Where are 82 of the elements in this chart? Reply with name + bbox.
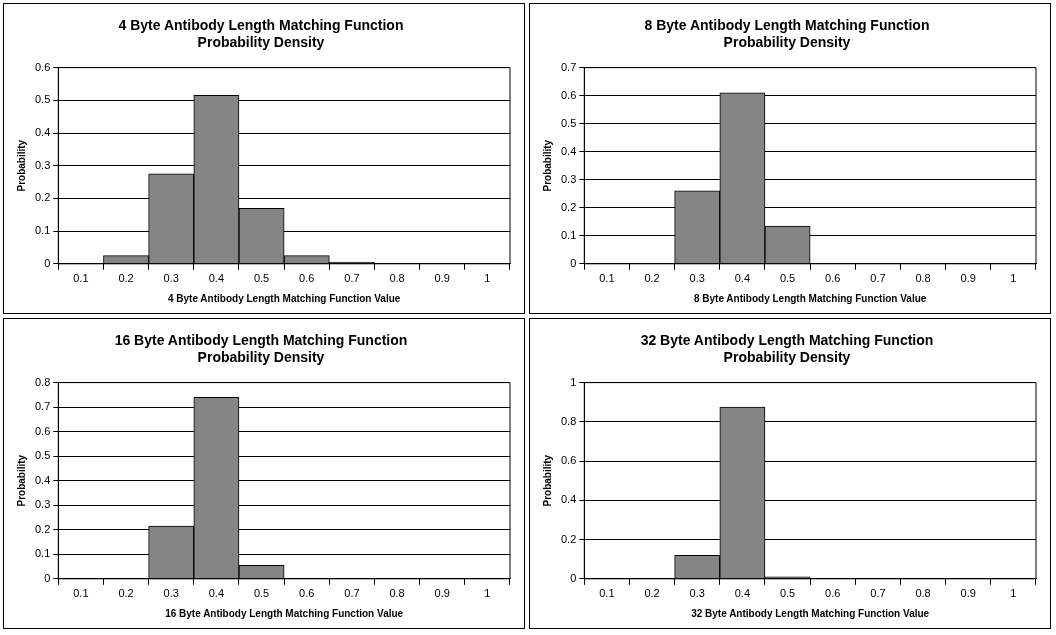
x-tick-label: 0.5 bbox=[779, 587, 796, 600]
y-tick-label: 0.4 bbox=[34, 126, 51, 139]
y-tick-label: 0.5 bbox=[34, 449, 51, 462]
x-tick-label: 0.8 bbox=[389, 272, 405, 285]
y-tick-label: 0 bbox=[570, 256, 577, 269]
x-tick-label: 0.6 bbox=[825, 587, 841, 600]
x-tick-label: 0.1 bbox=[599, 587, 615, 600]
x-tick-label: 0.2 bbox=[644, 587, 660, 600]
y-tick-label: 0.6 bbox=[560, 88, 577, 101]
x-tick-label: 0.5 bbox=[253, 587, 270, 600]
x-tick-label: 0.8 bbox=[389, 587, 405, 600]
y-tick-label: 0.2 bbox=[34, 191, 51, 204]
x-tick-label: 0.3 bbox=[689, 587, 705, 600]
y-tick-label: 0.1 bbox=[560, 228, 577, 241]
y-tick-label: 0.5 bbox=[34, 93, 51, 106]
x-tick-label: 0.4 bbox=[208, 587, 225, 600]
x-tick-label: 0.2 bbox=[644, 272, 660, 285]
x-tick-label: 0.3 bbox=[163, 272, 179, 285]
y-tick-label: 0.8 bbox=[560, 414, 577, 427]
x-tick-label: 0.7 bbox=[870, 587, 886, 600]
y-tick-label: 0.2 bbox=[560, 532, 577, 545]
y-tick-label: 0.3 bbox=[560, 172, 577, 185]
y-tick-label: 0.7 bbox=[34, 400, 51, 413]
x-tick-label: 0.9 bbox=[960, 272, 976, 285]
x-axis-title: 8 Byte Antibody Length Matching Function Value bbox=[693, 292, 927, 304]
x-tick-label: 0.9 bbox=[434, 587, 450, 600]
x-tick-label: 0.7 bbox=[870, 272, 886, 285]
x-tick-label: 0.5 bbox=[779, 272, 796, 285]
x-tick-label: 0.8 bbox=[915, 587, 931, 600]
y-tick-label: 0.5 bbox=[560, 116, 577, 129]
y-tick-label: 0.4 bbox=[560, 493, 577, 506]
x-tick-label: 0.8 bbox=[915, 272, 931, 285]
y-tick-label: 0.3 bbox=[34, 158, 51, 171]
y-axis-title: Probability bbox=[541, 454, 553, 507]
x-tick-label: 0.9 bbox=[960, 587, 976, 600]
x-axis-title: 4 Byte Antibody Length Matching Function Value bbox=[167, 292, 401, 304]
y-tick-label: 0 bbox=[44, 256, 51, 269]
x-axis-title: 32 Byte Antibody Length Matching Function Value bbox=[691, 607, 930, 619]
chart-title: 32 Byte Antibody Length Matching Function Probability Density bbox=[640, 332, 934, 366]
y-tick-label: 0.2 bbox=[34, 522, 51, 535]
y-axis-title: Probability bbox=[541, 139, 553, 192]
x-tick-label: 0.1 bbox=[73, 587, 89, 600]
y-axis-title: Probability bbox=[15, 139, 27, 192]
y-tick-label: 0.6 bbox=[34, 424, 51, 437]
x-tick-label: 0.3 bbox=[689, 272, 705, 285]
x-tick-label: 0.6 bbox=[299, 587, 315, 600]
x-axis-title: 16 Byte Antibody Length Matching Function Value bbox=[165, 607, 404, 619]
x-tick-label: 0.2 bbox=[118, 272, 134, 285]
chart-title: 16 Byte Antibody Length Matching Function Probability Density bbox=[114, 332, 408, 366]
y-tick-label: 0.1 bbox=[34, 547, 51, 560]
y-tick-label: 0.8 bbox=[34, 375, 51, 388]
x-tick-label: 0.1 bbox=[73, 272, 89, 285]
y-tick-label: 0.3 bbox=[34, 498, 51, 511]
y-tick-label: 0.6 bbox=[34, 60, 51, 73]
x-tick-label: 0.6 bbox=[299, 272, 315, 285]
y-tick-label: 0 bbox=[44, 571, 51, 584]
y-tick-label: 0.6 bbox=[560, 454, 577, 467]
x-tick-label: 0.4 bbox=[734, 272, 751, 285]
y-tick-label: 0.4 bbox=[34, 473, 51, 486]
x-tick-label: 0.5 bbox=[253, 272, 270, 285]
x-tick-label: 0.4 bbox=[208, 272, 225, 285]
x-tick-label: 0.7 bbox=[344, 272, 360, 285]
x-tick-label: 0.2 bbox=[118, 587, 134, 600]
x-tick-label: 0.3 bbox=[163, 587, 179, 600]
chart-title: 4 Byte Antibody Length Matching Function Probability Density bbox=[118, 17, 404, 51]
x-tick-label: 1 bbox=[484, 587, 491, 600]
y-tick-label: 0.7 bbox=[560, 60, 577, 73]
x-tick-label: 0.6 bbox=[825, 272, 841, 285]
x-tick-label: 0.7 bbox=[344, 587, 360, 600]
x-tick-label: 0.9 bbox=[434, 272, 450, 285]
x-tick-label: 0.4 bbox=[734, 587, 751, 600]
x-tick-label: 0.1 bbox=[599, 272, 615, 285]
y-tick-label: 0.2 bbox=[560, 200, 577, 213]
y-tick-label: 0.1 bbox=[34, 224, 51, 237]
y-tick-label: 0.4 bbox=[560, 144, 577, 157]
y-axis-title: Probability bbox=[15, 454, 27, 507]
y-tick-label: 0 bbox=[570, 571, 577, 584]
x-tick-label: 1 bbox=[1010, 587, 1017, 600]
x-tick-label: 1 bbox=[484, 272, 491, 285]
y-tick-label: 1 bbox=[570, 375, 577, 388]
x-tick-label: 1 bbox=[1010, 272, 1017, 285]
chart-title: 8 Byte Antibody Length Matching Function Probability Density bbox=[644, 17, 930, 51]
